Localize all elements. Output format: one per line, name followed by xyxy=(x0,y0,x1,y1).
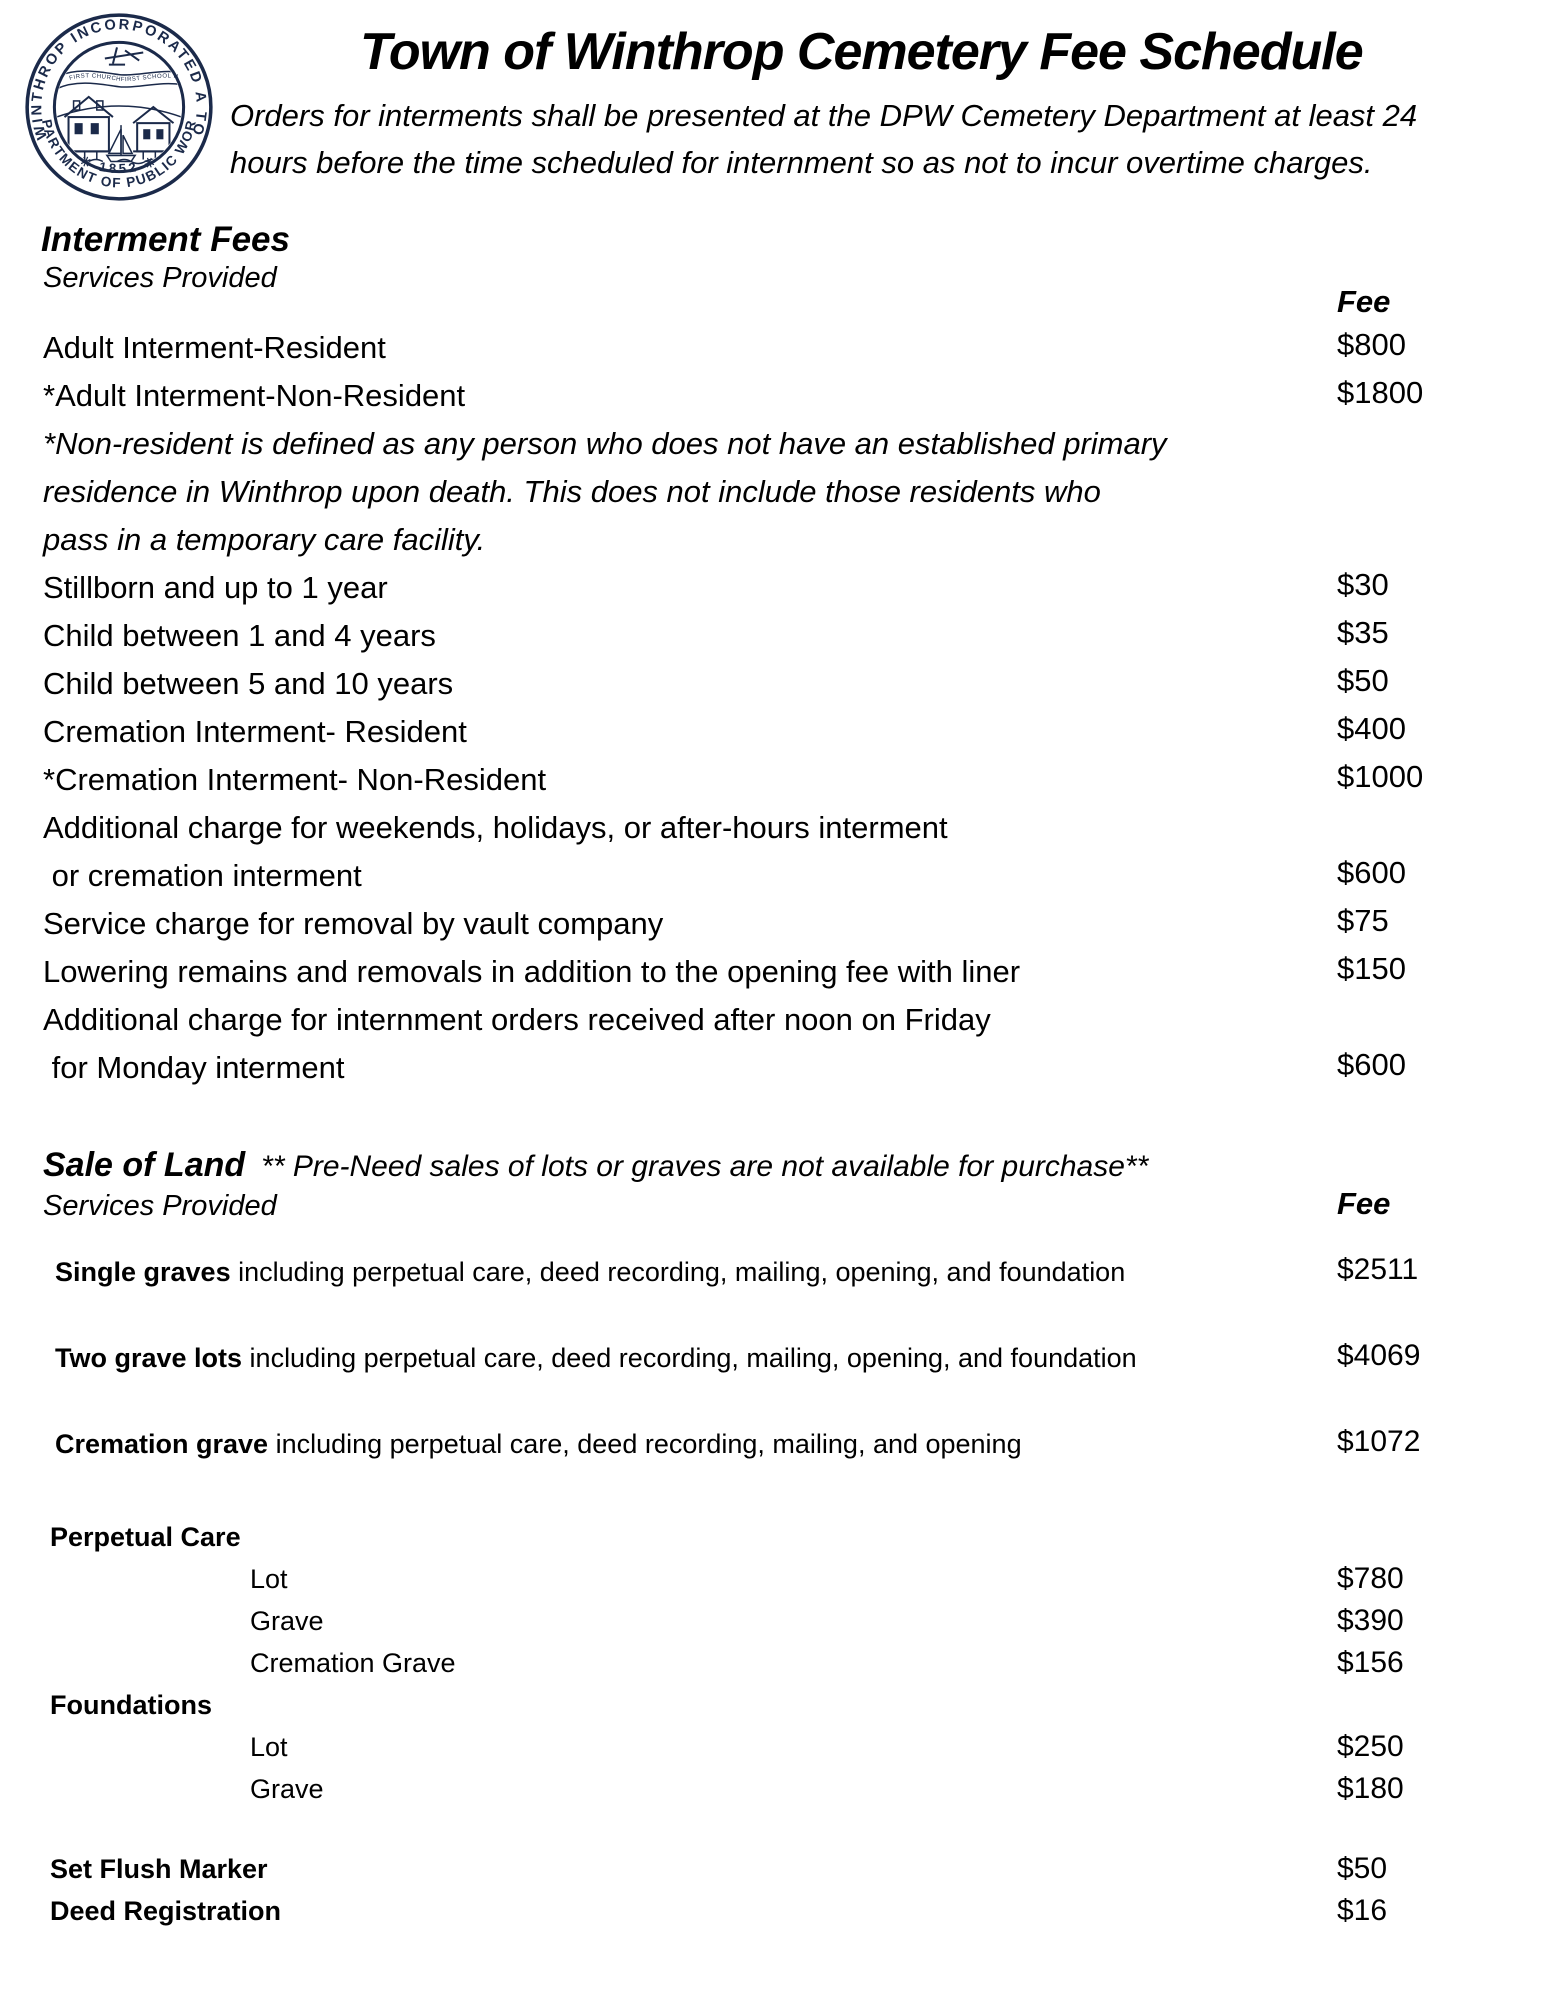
fee-row-label: *Adult Interment-Non-Resident xyxy=(43,378,466,413)
svg-text:FIRST CHURCH: FIRST CHURCH xyxy=(69,73,121,83)
fee-row-amount: $400 xyxy=(1337,711,1406,746)
fee-row-amount: $75 xyxy=(1337,903,1389,938)
fee-row: Grave $390 xyxy=(0,1600,1545,1642)
fee-column-header: Fee xyxy=(1337,284,1391,319)
note-line: residence in Winthrop upon death. This d… xyxy=(43,474,1101,509)
page-subtitle: Orders for interments shall be presented… xyxy=(230,92,1417,186)
fee-row-label: Cremation grave including perpetual care… xyxy=(0,1429,1022,1459)
fee-row-amount: $800 xyxy=(1337,327,1406,362)
fee-row-label: for Monday interment xyxy=(43,1050,345,1085)
fee-row: *Cremation Interment- Non-Resident $1000 xyxy=(0,756,1545,804)
fee-row-label: Additional charge for weekends, holidays… xyxy=(43,810,948,845)
fee-row-amount: $250 xyxy=(1337,1730,1404,1763)
fee-row-label: Child between 5 and 10 years xyxy=(43,666,454,701)
fee-row-amount: $156 xyxy=(1337,1646,1404,1679)
winthrop-dpw-seal-icon: WINTHROP INCORPORATED A TOWN DEPARTMENT … xyxy=(4,0,226,208)
section-heading-interment-fees: Interment Fees xyxy=(41,220,290,259)
fee-row-label: Set Flush Marker xyxy=(50,1854,268,1884)
fee-row-label-bold: Two grave lots xyxy=(55,1343,243,1373)
services-provided-label: Services Provided xyxy=(43,262,277,294)
fee-row-amount: $600 xyxy=(1337,1047,1406,1082)
fee-row: Child between 5 and 10 years $50 xyxy=(0,660,1545,708)
services-provided-label: Services Provided xyxy=(43,1190,277,1222)
fee-row: Two grave lots including perpetual care,… xyxy=(0,1338,1545,1378)
fee-row: Set Flush Marker $50 xyxy=(0,1848,1545,1890)
fee-row: Additional charge for internment orders … xyxy=(0,996,1545,1092)
marker-and-deed-table: Set Flush Marker $50 Deed Registration $… xyxy=(0,1848,1545,1932)
fee-row: *Adult Interment-Non-Resident $1800 xyxy=(0,372,1545,420)
fee-row-amount: $1000 xyxy=(1337,759,1424,794)
group-heading-foundations: Foundations xyxy=(50,1690,212,1720)
fee-row-amount: $50 xyxy=(1337,663,1389,698)
fee-row-label: or cremation interment xyxy=(43,858,362,893)
fee-row-amount: $150 xyxy=(1337,951,1406,986)
fee-row-label: Cremation Interment- Resident xyxy=(43,714,467,749)
fee-row: Additional charge for weekends, holidays… xyxy=(0,804,1545,900)
fee-row-amount: $4069 xyxy=(1337,1339,1421,1372)
fee-row-label: Grave xyxy=(250,1606,324,1636)
fee-row-amount: $600 xyxy=(1337,855,1406,890)
fee-row-amount: $1800 xyxy=(1337,375,1424,410)
fee-row: Cremation grave including perpetual care… xyxy=(0,1424,1545,1464)
sale-of-land-fee-table: Single graves including perpetual care, … xyxy=(0,1252,1545,1510)
fee-row: Service charge for removal by vault comp… xyxy=(0,900,1545,948)
fee-row-amount: $50 xyxy=(1337,1852,1388,1885)
fee-row-amount: $780 xyxy=(1337,1562,1404,1595)
fee-row-label: Two grave lots including perpetual care,… xyxy=(0,1343,1137,1373)
fee-row-amount: $180 xyxy=(1337,1772,1404,1805)
fee-row: Lot $780 xyxy=(0,1558,1545,1600)
fee-row-label: Service charge for removal by vault comp… xyxy=(43,906,664,941)
fee-row-amount: $35 xyxy=(1337,615,1389,650)
interment-fee-table: Adult Interment-Resident $800 *Adult Int… xyxy=(0,324,1545,1092)
non-resident-note: *Non-resident is defined as any person w… xyxy=(0,420,1545,564)
seal-banner-left-text: FIRST CHURCH xyxy=(69,73,121,83)
fee-column-header: Fee xyxy=(1337,1186,1391,1221)
fee-row-amount: $390 xyxy=(1337,1604,1404,1637)
fee-row-label-rest: including perpetual care, deed recording… xyxy=(268,1429,1022,1459)
fee-row-label-rest: including perpetual care, deed recording… xyxy=(230,1257,1126,1287)
fee-row: Lot $250 xyxy=(0,1726,1545,1768)
fee-row-label: Grave xyxy=(250,1774,324,1804)
fee-row-amount: $1072 xyxy=(1337,1425,1421,1458)
fee-row: Lowering remains and removals in additio… xyxy=(0,948,1545,996)
section-heading-sale-of-land: Sale of Land ** Pre-Need sales of lots or… xyxy=(43,1146,1148,1185)
subtitle-line: Orders for interments shall be presented… xyxy=(230,98,1418,133)
note-line: pass in a temporary care facility. xyxy=(43,522,486,557)
fee-row-label: *Cremation Interment- Non-Resident xyxy=(43,762,547,797)
fee-row-amount: $2511 xyxy=(1337,1253,1419,1286)
fee-row: Deed Registration $16 xyxy=(0,1890,1545,1932)
group-heading-perpetual-care: Perpetual Care xyxy=(50,1522,241,1552)
fee-row-label: Adult Interment-Resident xyxy=(43,330,386,365)
fee-row-label: Additional charge for internment orders … xyxy=(43,1002,991,1037)
care-and-foundations-table: Perpetual Care Lot $780 Grave $390 Crema… xyxy=(0,1516,1545,1810)
fee-row-label: Lowering remains and removals in additio… xyxy=(43,954,1021,989)
fee-row: Grave $180 xyxy=(0,1768,1545,1810)
fee-row-label: Lot xyxy=(250,1564,288,1594)
fee-row-label: Stillborn and up to 1 year xyxy=(43,570,388,605)
fee-row-label-bold: Single graves xyxy=(55,1257,231,1287)
fee-row: Cremation Interment- Resident $400 xyxy=(0,708,1545,756)
fee-row-label-bold: Cremation grave xyxy=(55,1429,269,1459)
fee-row: Single graves including perpetual care, … xyxy=(0,1252,1545,1292)
fee-row: Cremation Grave $156 xyxy=(0,1642,1545,1684)
fee-row-label: Child between 1 and 4 years xyxy=(43,618,436,653)
fee-row-label-rest: including perpetual care, deed recording… xyxy=(242,1343,1137,1373)
fee-row-amount: $30 xyxy=(1337,567,1389,602)
fee-row: Stillborn and up to 1 year $30 xyxy=(0,564,1545,612)
fee-row-label: Single graves including perpetual care, … xyxy=(0,1257,1125,1287)
fee-row-label: Cremation Grave xyxy=(250,1648,456,1678)
note-line: *Non-resident is defined as any person w… xyxy=(43,426,1167,461)
fee-row-label: Lot xyxy=(250,1732,288,1762)
sale-of-land-heading: Sale of Land xyxy=(43,1146,246,1184)
fee-row: Child between 1 and 4 years $35 xyxy=(0,612,1545,660)
pre-need-note: ** Pre-Need sales of lots or graves are … xyxy=(261,1150,1149,1183)
subtitle-line: hours before the time scheduled for inte… xyxy=(230,145,1373,180)
fee-row-amount: $16 xyxy=(1337,1894,1388,1927)
page-title: Town of Winthrop Cemetery Fee Schedule xyxy=(360,23,1364,81)
fee-row-label: Deed Registration xyxy=(50,1896,282,1926)
fee-row: Adult Interment-Resident $800 xyxy=(0,324,1545,372)
